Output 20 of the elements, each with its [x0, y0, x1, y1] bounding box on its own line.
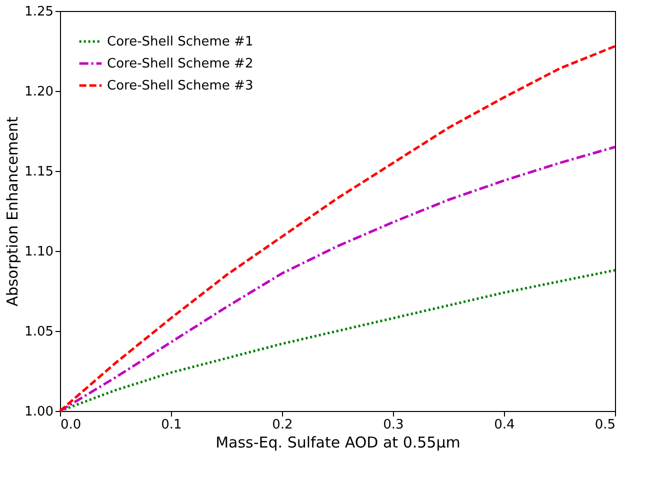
- x-tick-label: 0.3: [383, 418, 404, 432]
- legend-label: Core-Shell Scheme #3: [107, 78, 254, 94]
- legend-label: Core-Shell Scheme #1: [107, 34, 254, 50]
- y-tick-label: 1.15: [24, 164, 54, 180]
- y-tick-label: 1.10: [24, 244, 54, 260]
- line-series: [58, 44, 616, 412]
- line-series: [58, 146, 616, 412]
- y-tick-label: 1.05: [24, 324, 54, 340]
- y-axis-title: Absorption Enhancement: [4, 116, 22, 306]
- x-tick-label: 0.1: [161, 418, 182, 432]
- line-series: [58, 268, 616, 412]
- x-axis-title: Mass-Eq. Sulfate AOD at 0.55μm: [216, 434, 460, 452]
- x-tick-label: 0.4: [494, 418, 515, 432]
- x-tick-label: 0.2: [272, 418, 293, 432]
- y-tick-label: 1.25: [24, 4, 54, 20]
- x-tick-label: 0.5: [594, 418, 616, 432]
- y-tick-label: 1.20: [24, 84, 54, 100]
- y-tick-label: 1.00: [24, 404, 54, 420]
- legend-label: Core-Shell Scheme #2: [107, 56, 254, 72]
- x-tick-label: 0.0: [60, 418, 82, 432]
